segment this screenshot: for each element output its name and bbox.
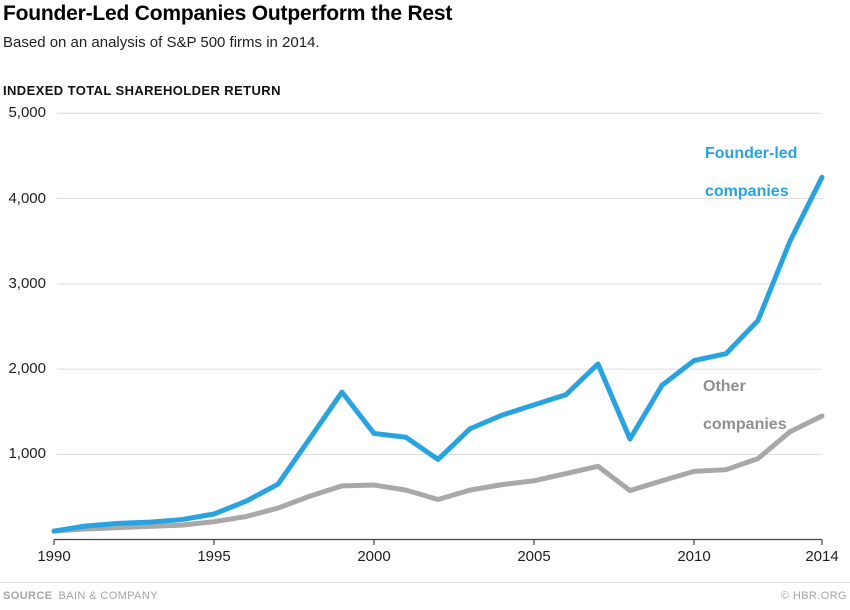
source-label: SOURCE	[3, 590, 53, 602]
gridlines	[57, 112, 822, 455]
chart-subtitle: Based on an analysis of S&P 500 firms in…	[3, 34, 320, 51]
x-axis	[53, 538, 823, 545]
y-tick-label-3000: 3,000	[8, 274, 46, 292]
x-tick-label-2010: 2010	[677, 548, 711, 565]
y-tick-label-5000: 5,000	[8, 104, 46, 122]
x-tick-label-2000: 2000	[357, 548, 391, 565]
x-tick-label-1990: 1990	[37, 548, 71, 565]
x-tick-label-2005: 2005	[517, 548, 551, 565]
source-value: BAIN & COMPANY	[58, 590, 158, 602]
founder-led-label-line1: Founder-led	[705, 145, 798, 162]
y-tick-label-4000: 4,000	[8, 189, 46, 207]
founder-led-label-line2: companies	[705, 183, 789, 200]
other-companies-line	[51, 413, 825, 534]
other-companies-series-label: Other companies	[703, 377, 787, 434]
chart-title: Founder-Led Companies Outperform the Res…	[3, 2, 453, 25]
founder-led-series-label: Founder-led companies	[705, 144, 797, 201]
hbr-credit: © HBR.ORG	[780, 590, 847, 602]
x-tick-label-2014: 2014	[805, 548, 839, 565]
founder-led-line	[51, 174, 825, 534]
other-label-line2: companies	[703, 416, 787, 433]
source-credit: SOURCE BAIN & COMPANY	[3, 590, 158, 602]
y-axis-title: INDEXED TOTAL SHAREHOLDER RETURN	[3, 83, 281, 98]
footer-divider	[0, 582, 850, 583]
footer: SOURCE BAIN & COMPANY © HBR.ORG	[3, 590, 847, 602]
other-label-line1: Other	[703, 378, 746, 395]
x-tick-label-1995: 1995	[197, 548, 231, 565]
y-tick-label-1000: 1,000	[8, 445, 46, 463]
y-tick-label-2000: 2,000	[8, 360, 46, 378]
